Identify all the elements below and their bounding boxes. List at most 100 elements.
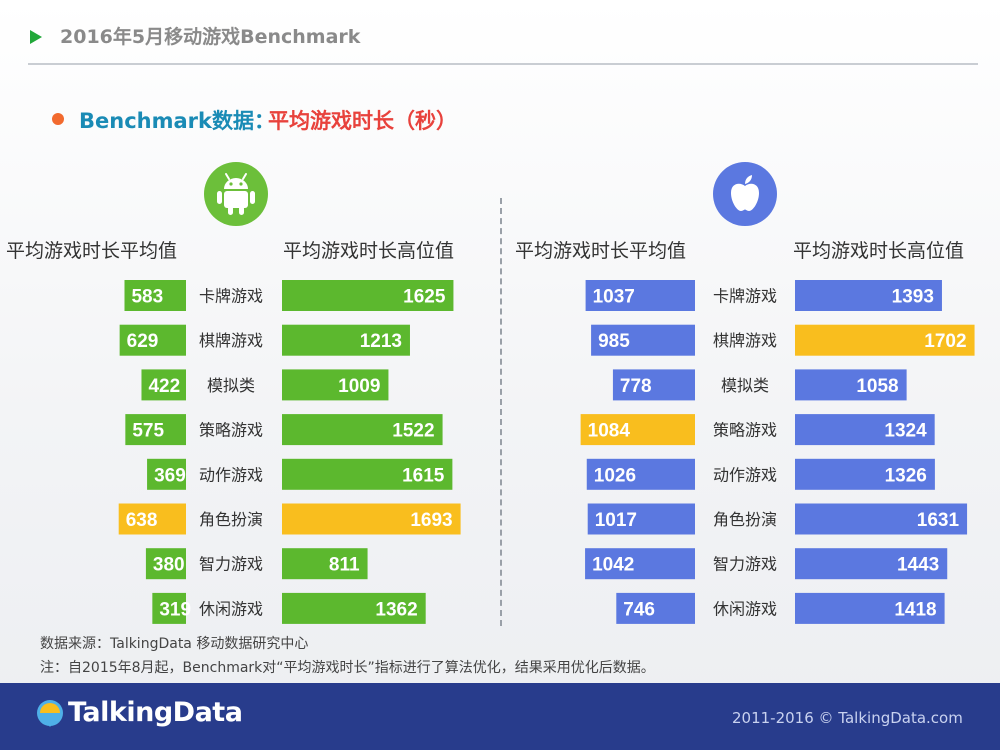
ios-high-bar: [795, 414, 935, 446]
play-arrow-icon: [30, 30, 42, 44]
subtitle-metric: 平均游戏时长（秒）: [268, 109, 457, 133]
ios-high-value-label: 1326: [885, 465, 927, 486]
data-source-note: 数据来源：TalkingData 移动数据研究中心: [40, 636, 309, 652]
ios-high-value-label: 1418: [894, 599, 936, 620]
android-high-column-header: 平均游戏时长高位值: [283, 240, 455, 262]
ios-avg-value-label: 985: [598, 331, 630, 352]
android-avg-value-label: 575: [132, 421, 164, 442]
ios-avg-value-label: 1017: [595, 510, 637, 531]
android-avg-bar: [124, 280, 186, 311]
android-high-bar: [282, 369, 389, 401]
ios-category-label: 模拟类: [721, 376, 769, 395]
android-high-value-label: 811: [329, 555, 360, 576]
android-high-value-label: 1693: [410, 510, 452, 531]
android-category-label: 策略游戏: [199, 421, 263, 440]
android-avg-bar: [145, 548, 186, 580]
ios-high-value-label: 1443: [897, 555, 939, 576]
ios-avg-value-label: 746: [623, 599, 655, 620]
copyright: 2011-2016 © TalkingData.com: [732, 709, 963, 727]
ios-category-label: 智力游戏: [713, 555, 777, 574]
talkingdata-logo-icon: [34, 697, 66, 733]
android-high-value-label: 1362: [375, 599, 417, 620]
ios-avg-bar: [612, 369, 695, 401]
ios-avg-value-label: 778: [620, 376, 652, 397]
footnote: 注：自2015年8月起，Benchmark对“平均游戏时长”指标进行了算法优化，…: [40, 660, 655, 676]
android-avg-column-header: 平均游戏时长平均值: [6, 240, 178, 262]
android-high-bar: [282, 503, 461, 535]
ios-avg-value-label: 1037: [593, 287, 635, 308]
android-category-label: 卡牌游戏: [199, 287, 263, 306]
android-avg-value-label: 583: [131, 287, 163, 308]
android-high-bar: [282, 280, 454, 311]
ios-high-bar: [795, 458, 935, 490]
android-high-bar: [282, 592, 426, 624]
android-avg-value-label: 369: [154, 465, 186, 486]
ios-high-bar: [795, 369, 907, 401]
ios-avg-column-header: 平均游戏时长平均值: [515, 240, 687, 262]
ios-category-label: 角色扮演: [713, 510, 777, 529]
apple-icon: [713, 162, 777, 226]
ios-avg-value-label: 1026: [594, 465, 636, 486]
android-high-bar: [282, 458, 453, 490]
android-category-label: 智力游戏: [199, 555, 263, 574]
android-high-bar: [282, 548, 368, 580]
ios-high-value-label: 1058: [856, 376, 898, 397]
ios-high-column-header: 平均游戏时长高位值: [793, 240, 965, 262]
android-avg-bar: [141, 369, 186, 401]
ios-high-value-label: 1631: [917, 510, 960, 531]
android-high-value-label: 1522: [392, 421, 434, 442]
ios-category-label: 策略游戏: [713, 421, 777, 440]
ios-high-bar: [795, 548, 948, 580]
header-divider: [28, 63, 978, 65]
brand-logo: TalkingData: [68, 697, 243, 728]
android-high-value-label: 1615: [402, 465, 445, 486]
android-high-value-label: 1625: [403, 287, 446, 308]
android-avg-value-label: 380: [153, 555, 185, 576]
ios-avg-bar: [580, 414, 695, 446]
ios-avg-bar: [587, 503, 695, 535]
ios-avg-bar: [585, 548, 695, 580]
ios-avg-bar: [586, 458, 695, 490]
ios-category-label: 卡牌游戏: [713, 287, 777, 306]
android-category-label: 休闲游戏: [199, 599, 263, 618]
bullet-dot-icon: [52, 113, 64, 125]
android-avg-value-label: 638: [126, 510, 158, 531]
android-avg-bar: [125, 414, 186, 446]
android-avg-bar: [119, 324, 186, 356]
android-avg-bar: [118, 503, 186, 535]
android-high-value-label: 1009: [338, 376, 380, 397]
ios-high-bar: [795, 592, 945, 624]
benchmark-bar-chart: 583 卡牌游戏 1625 629 棋牌游戏 1213 422 模拟类 1009 575 策略游戏 1…: [118, 280, 975, 624]
android-category-label: 棋牌游戏: [199, 331, 263, 350]
ios-high-value-label: 1702: [924, 331, 966, 352]
android-avg-bar: [147, 458, 186, 490]
android-high-bar: [282, 324, 410, 356]
ios-high-bar: [795, 324, 975, 356]
platform-divider: [500, 198, 502, 626]
android-high-bar: [282, 414, 443, 446]
ios-avg-bar: [591, 324, 695, 356]
ios-avg-bar: [616, 592, 695, 624]
ios-high-bar: [795, 280, 942, 311]
android-category-label: 角色扮演: [199, 510, 263, 529]
footer-bar: [0, 683, 1000, 750]
android-avg-bar: [152, 592, 186, 624]
ios-high-value-label: 1393: [892, 287, 934, 308]
ios-category-label: 棋牌游戏: [713, 331, 777, 350]
slide-title: 2016年5月移动游戏Benchmark: [60, 26, 361, 48]
ios-category-label: 休闲游戏: [713, 599, 777, 618]
ios-high-value-label: 1324: [884, 421, 927, 442]
android-avg-value-label: 629: [127, 331, 159, 352]
subtitle-prefix: Benchmark数据：: [79, 109, 275, 133]
ios-avg-value-label: 1084: [588, 421, 631, 442]
android-category-label: 动作游戏: [199, 465, 263, 484]
ios-avg-bar: [585, 280, 695, 311]
ios-category-label: 动作游戏: [713, 465, 777, 484]
android-avg-value-label: 422: [148, 376, 180, 397]
android-high-value-label: 1213: [360, 331, 402, 352]
ios-avg-value-label: 1042: [592, 555, 634, 576]
android-icon: [204, 162, 268, 226]
android-category-label: 模拟类: [207, 376, 255, 395]
ios-high-bar: [795, 503, 968, 535]
